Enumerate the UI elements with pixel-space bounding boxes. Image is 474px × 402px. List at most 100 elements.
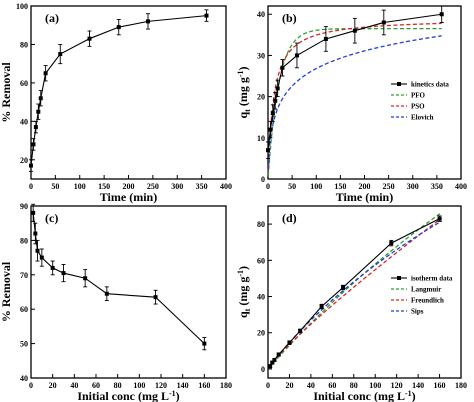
data-point bbox=[270, 111, 275, 116]
plot-frame bbox=[267, 205, 462, 379]
x-axis-label: Initial conc (mg L-1) bbox=[77, 389, 179, 402]
data-point bbox=[31, 142, 36, 147]
data-point bbox=[33, 231, 38, 236]
x-tick-label: 0 bbox=[266, 182, 270, 191]
data-point bbox=[280, 65, 285, 70]
x-tick-label: 120 bbox=[391, 381, 403, 390]
x-tick-label: 80 bbox=[350, 381, 358, 390]
y-tick-label: 40 bbox=[20, 374, 28, 383]
y-tick-label: 0 bbox=[261, 365, 265, 374]
data-point bbox=[116, 25, 121, 30]
data-point bbox=[39, 255, 44, 260]
data-point bbox=[268, 364, 273, 369]
y-tick-label: 30 bbox=[257, 51, 265, 60]
x-tick-label: 100 bbox=[133, 381, 145, 390]
data-point bbox=[104, 291, 109, 296]
data-point bbox=[87, 36, 92, 41]
panel-b: 0 50 100 150 200 250 300 350 400 0 10 20 30 40 Time (m… bbox=[236, 5, 467, 204]
y-tick-label: 60 bbox=[257, 256, 265, 265]
x-tick-label: 0 bbox=[266, 381, 270, 390]
y-tick-label: 100 bbox=[16, 2, 28, 11]
y-tick-label: 40 bbox=[20, 117, 28, 126]
x-tick-label: 150 bbox=[98, 182, 110, 191]
legend-label: Freundlich bbox=[411, 297, 444, 305]
x-tick-label: 40 bbox=[70, 381, 78, 390]
x-tick-label: 150 bbox=[334, 182, 346, 191]
panel-tag: (c) bbox=[45, 211, 58, 225]
y-axis-label: % Removal bbox=[0, 261, 13, 322]
data-point bbox=[341, 285, 346, 290]
x-tick-label: 250 bbox=[383, 182, 395, 191]
x-tick-label: 160 bbox=[434, 381, 446, 390]
legend-label: Elovich bbox=[411, 114, 434, 122]
data-point bbox=[381, 20, 386, 25]
data-point bbox=[83, 276, 88, 281]
data-point bbox=[437, 216, 442, 221]
x-tick-label: 200 bbox=[123, 182, 135, 191]
y-tick-label: 90 bbox=[20, 202, 28, 211]
x-tick-label: 100 bbox=[310, 182, 322, 191]
x-tick-label: 60 bbox=[328, 381, 336, 390]
data-line bbox=[32, 212, 205, 344]
x-axis-label: Initial conc (mg L-1) bbox=[313, 389, 415, 402]
data-point bbox=[276, 352, 281, 357]
y-tick-label: 80 bbox=[257, 220, 265, 229]
y-tick-label: 40 bbox=[257, 10, 265, 19]
x-tick-label: 100 bbox=[369, 381, 381, 390]
data-point bbox=[202, 341, 207, 346]
legend-marker bbox=[397, 276, 401, 280]
legend-marker bbox=[397, 82, 401, 86]
legend-label: Sips bbox=[411, 308, 424, 316]
x-tick-label: 80 bbox=[114, 381, 122, 390]
model-curve-elovich bbox=[267, 35, 442, 172]
x-tick-label: 300 bbox=[171, 182, 183, 191]
plot-frame bbox=[30, 5, 227, 180]
model-curve-sips bbox=[268, 220, 443, 369]
data-point bbox=[38, 96, 43, 101]
data-point bbox=[439, 12, 444, 17]
x-tick-label: 160 bbox=[198, 381, 210, 390]
y-tick-label: 60 bbox=[20, 305, 28, 314]
y-tick-label: 70 bbox=[20, 271, 28, 280]
panel-c: 0 20 40 60 80 100 120 140 160 180 40 50 60 70 80 90 Init… bbox=[0, 202, 232, 402]
panel-d: 0 20 40 60 80 100 120 140 160 180020406080Initial… bbox=[236, 205, 467, 402]
data-line bbox=[30, 15, 207, 166]
data-point bbox=[35, 248, 40, 253]
x-tick-label: 350 bbox=[431, 182, 443, 191]
x-tick-label: 20 bbox=[49, 381, 57, 390]
x-tick-label: 20 bbox=[285, 381, 293, 390]
x-tick-label: 350 bbox=[196, 182, 208, 191]
data-point bbox=[43, 71, 48, 76]
x-tick-label: 100 bbox=[74, 182, 86, 191]
y-tick-label: 80 bbox=[20, 40, 28, 49]
data-point bbox=[33, 125, 38, 130]
panel-tag: (d) bbox=[282, 211, 297, 225]
x-tick-label: 50 bbox=[51, 182, 59, 191]
x-axis-label: Time (min) bbox=[100, 190, 157, 204]
panel-a: 0 50 100 150 200 250 300 350 400 20 40 60 80 100 Time … bbox=[0, 2, 232, 204]
x-axis-label: Time (min) bbox=[336, 190, 393, 204]
data-point bbox=[36, 109, 41, 114]
x-tick-label: 400 bbox=[455, 182, 467, 191]
x-tick-label: 50 bbox=[288, 182, 296, 191]
y-axis-label: qt (mg g-1) bbox=[236, 66, 252, 118]
x-tick-label: 200 bbox=[359, 182, 371, 191]
y-tick-label: 60 bbox=[20, 79, 28, 88]
y-tick-label: 80 bbox=[20, 236, 28, 245]
data-point bbox=[272, 357, 277, 362]
legend-label: kinetics data bbox=[411, 81, 449, 89]
x-tick-label: 60 bbox=[92, 381, 100, 390]
data-point bbox=[204, 13, 209, 18]
data-point bbox=[294, 53, 299, 58]
x-tick-label: 140 bbox=[412, 381, 424, 390]
y-tick-label: 40 bbox=[257, 293, 265, 302]
data-point bbox=[323, 36, 328, 41]
x-tick-label: 180 bbox=[220, 381, 232, 390]
x-tick-label: 250 bbox=[147, 182, 159, 191]
y-tick-label: 0 bbox=[261, 175, 265, 184]
x-tick-label: 180 bbox=[455, 381, 467, 390]
data-point bbox=[146, 19, 150, 24]
x-tick-label: 0 bbox=[29, 182, 33, 191]
data-point bbox=[352, 28, 357, 33]
